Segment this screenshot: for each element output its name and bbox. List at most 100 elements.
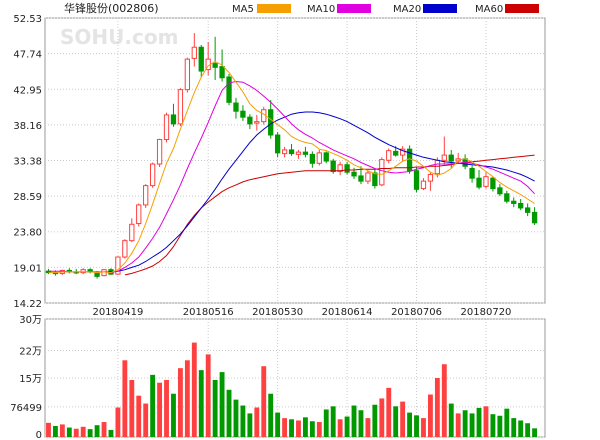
candle-body	[129, 223, 135, 242]
candle-body	[427, 173, 434, 182]
volume-bar	[483, 406, 489, 437]
candle	[330, 158, 336, 174]
legend-label-ma20: MA20	[393, 4, 421, 15]
volume-bar	[254, 407, 260, 437]
candle-body	[268, 109, 274, 136]
volume-bar	[421, 418, 426, 437]
volume-bar	[198, 370, 204, 437]
legend-swatch-ma10	[337, 4, 371, 13]
candle-body	[94, 272, 100, 277]
candle-body	[177, 89, 184, 125]
candle-body	[441, 154, 447, 161]
volume-bar	[407, 412, 413, 437]
volume-bar	[233, 399, 239, 437]
date-tick-label: 20180706	[391, 307, 442, 318]
volume-bar	[282, 418, 288, 437]
candle	[163, 112, 170, 143]
candle	[295, 149, 302, 159]
volume-bar	[518, 420, 524, 437]
volume-bar	[212, 379, 218, 437]
candle-body	[163, 114, 170, 140]
candle	[524, 203, 531, 217]
volume-bar	[296, 420, 301, 437]
watermark: SOHU.com	[60, 25, 178, 49]
candle-body	[476, 177, 482, 188]
volume-bar	[219, 372, 225, 437]
volume-bar	[490, 414, 496, 437]
date-tick-label: 20180419	[92, 307, 143, 318]
volume-bar	[351, 405, 357, 437]
candle-body	[420, 180, 427, 190]
volume-bar	[532, 428, 538, 437]
candle-body	[274, 134, 281, 154]
candle	[337, 161, 343, 176]
price-tick-label: 47.74	[13, 50, 42, 61]
legend-label-ma60: MA60	[475, 4, 503, 15]
volume-bar	[316, 422, 322, 437]
volume-bar	[268, 393, 274, 437]
candle	[344, 161, 350, 175]
volume-bar	[441, 364, 447, 437]
volume-bar	[143, 403, 149, 437]
volume-bar	[525, 423, 531, 437]
volume-bar	[434, 378, 440, 437]
candle	[80, 268, 86, 275]
candle	[136, 203, 142, 227]
volume-bar	[275, 412, 281, 437]
volume-bar	[289, 419, 294, 437]
ma20-line	[104, 111, 535, 273]
volume-bar	[94, 425, 100, 437]
candle-body	[504, 193, 510, 202]
date-tick-label: 20180720	[461, 307, 512, 318]
candle	[476, 169, 482, 190]
volume-bar	[184, 360, 190, 437]
volume-bar	[462, 410, 468, 437]
candle-body	[531, 211, 538, 224]
candle-body	[483, 176, 489, 187]
volume-bar	[46, 422, 51, 437]
volume-bar	[358, 410, 364, 437]
candle	[490, 176, 496, 192]
legend: MA5 MA10 MA20 MA60	[232, 4, 539, 15]
volume-bar	[323, 409, 329, 437]
candle	[156, 138, 163, 168]
volume-bar	[302, 417, 308, 437]
price-tick-label: 14.22	[13, 299, 42, 310]
candle	[233, 97, 239, 119]
candle-body	[288, 149, 295, 155]
volume-bar	[372, 404, 378, 437]
volume-bar	[414, 415, 419, 437]
candle-body	[254, 121, 260, 124]
candle	[420, 178, 427, 191]
candle	[198, 45, 204, 77]
candle-body	[149, 163, 156, 187]
volume-bar	[115, 407, 121, 437]
price-tick-label: 19.01	[13, 263, 42, 274]
candle-body	[399, 148, 406, 156]
candle-body	[115, 256, 121, 275]
candle-body	[386, 150, 392, 161]
candle-body	[309, 153, 316, 164]
volume-bar	[136, 395, 142, 437]
volume-bar	[400, 401, 406, 437]
candle-body	[184, 58, 191, 91]
legend-label-ma5: MA5	[232, 4, 254, 15]
candle	[66, 268, 72, 274]
candle	[129, 218, 135, 243]
volume-bar	[205, 354, 211, 437]
candle	[177, 88, 184, 127]
candle-body	[240, 110, 246, 118]
candle	[504, 190, 510, 204]
candle-body	[122, 240, 128, 258]
candle	[372, 169, 378, 189]
candle-body	[136, 204, 142, 225]
candle-body	[316, 152, 322, 164]
volume-bar	[469, 413, 475, 437]
date-tick-label: 20180614	[322, 307, 373, 318]
volume-bar	[122, 360, 128, 437]
candle-body	[365, 172, 371, 182]
volume-bar	[52, 425, 58, 437]
legend-swatch-ma20	[423, 4, 457, 13]
candle-body	[212, 63, 218, 68]
candle-body	[295, 151, 302, 155]
